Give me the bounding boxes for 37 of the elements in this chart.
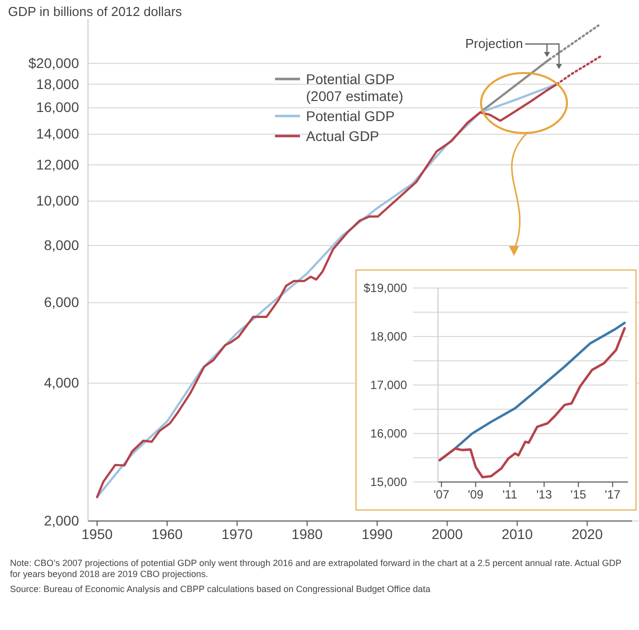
y-tick-label: 6,000: [44, 294, 80, 310]
text: Note: CBO’s 2007 projections of potential GDP only went through 2016 and are extrapolated forward in the chart at a 2.5 percent annual rate. Actual GDP for years beyond 2018 are 2019 CBO projections.: [10, 558, 622, 579]
x-tick-label: '15: [570, 488, 587, 502]
y-tick-label: 15,000: [370, 474, 408, 489]
y-tick-label: $20,000: [28, 54, 80, 71]
annotation: Projection: [465, 36, 523, 51]
legend-label: Actual GDP: [306, 128, 380, 144]
x-tick-label: '17: [604, 488, 621, 502]
x-tick-label: 2000: [432, 526, 463, 542]
x-tick-label: 1980: [292, 526, 323, 542]
line-series: [96, 82, 558, 498]
x-tick-label: 2010: [502, 526, 533, 542]
y-tick-label: 10,000: [36, 192, 80, 209]
x-tick-label: 1960: [152, 526, 183, 542]
x-tick-label: '11: [502, 488, 518, 502]
y-tick-label: 18,000: [370, 329, 408, 344]
y-tick-label: 17,000: [370, 378, 408, 392]
y-tick-label: 12,000: [36, 156, 80, 172]
y-tick-label: 2,000: [44, 512, 80, 528]
y-tick-label: 4,000: [44, 374, 80, 391]
x-tick-label: '07: [434, 488, 450, 502]
y-tick-label: 14,000: [36, 126, 80, 142]
source-note: Source: Bureau of Economic Analysis and CBPP calculations based on Congressional Budget Office data: [10, 584, 430, 594]
legend-label: Potential GDP (2007 estimate): [306, 71, 404, 104]
y-tick-label: 18,000: [36, 76, 80, 92]
x-tick-label: '09: [468, 488, 484, 502]
x-tick-label: 1950: [82, 526, 113, 542]
y-tick-label: 16,000: [36, 99, 80, 116]
y-tick-label: $19,000: [364, 280, 408, 295]
chart-title: GDP in billions of 2012 dollars: [8, 4, 182, 19]
y-tick-label: 8,000: [44, 236, 80, 253]
legend-label: Potential GDP: [306, 108, 395, 124]
x-tick-label: 2020: [572, 526, 603, 542]
y-tick-label: 16,000: [370, 426, 408, 440]
x-tick-label: 1970: [222, 526, 253, 542]
x-tick-label: 1990: [362, 526, 393, 542]
x-tick-label: '13: [536, 488, 552, 502]
